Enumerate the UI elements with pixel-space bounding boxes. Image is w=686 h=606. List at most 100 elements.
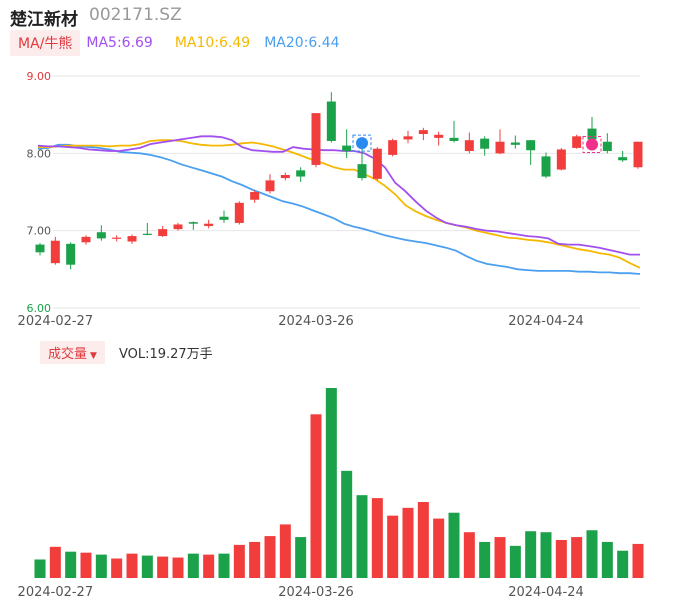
candle-body [357,164,367,179]
bear-icon [352,134,372,152]
candle-body [342,145,352,152]
volume-bar [325,388,337,578]
volume-bar [494,537,506,578]
candle-body [587,128,597,140]
volume-bar [540,532,552,578]
volume-bar [387,515,399,578]
signal-markers [352,134,602,154]
volume-bar [279,524,291,578]
candle-body [464,140,474,152]
volume-bar [172,557,184,578]
date-tick-label: 2024-04-24 [508,314,584,329]
candle-body [219,216,229,220]
volume-bar [310,414,322,578]
ma-indicator-button[interactable]: MA/牛熊 [10,29,81,56]
volume-bar [433,518,445,578]
ma20-line [37,143,641,275]
candle-body [96,232,106,239]
date-tick-label: 2024-02-27 [18,585,94,600]
candle-body [449,137,459,141]
ma20-legend: MA20:6.44 [264,34,340,51]
candle-body [35,244,45,253]
price-grid [53,75,640,309]
candle-body [66,243,76,265]
chart-axes: 9.008.007.006.002024-02-272024-02-272024… [18,70,584,600]
volume-bar [264,536,276,578]
volume-bar [111,558,123,578]
volume-bar [632,543,644,578]
volume-bar [448,512,460,578]
candle-body [112,237,122,239]
stock-code: 002171.SZ [89,5,182,25]
volume-indicator-dropdown[interactable]: 成交量 ▼ [40,340,105,364]
candle-body [434,134,444,138]
candle-body [526,140,536,151]
candle-body [403,136,413,140]
volume-bar [571,537,583,578]
bull-icon [582,136,602,154]
price-tick-label: 7.00 [27,225,52,238]
marker-frame [352,134,372,152]
ma10-line [38,139,641,269]
volume-bar [371,498,383,578]
volume-bar [586,530,598,578]
ma5-line [37,135,640,256]
volume-bar [34,559,46,578]
price-tick-label: 8.00 [27,147,52,160]
volume-bar [203,554,215,578]
candle-body [372,148,382,179]
volume-bar [141,555,153,578]
candle-body [250,192,260,200]
volume-bar [417,502,429,578]
candle-body [280,174,290,179]
volume-bar [509,545,521,578]
price-tick-label: 9.00 [27,70,52,83]
volume-bar [525,531,537,578]
volume-bar [601,541,613,578]
volume-bar [341,470,353,578]
moving-average-lines [37,135,641,275]
volume-bar [126,553,138,578]
candle-body [50,240,60,264]
candle-body [495,141,505,154]
candle-body [311,113,321,165]
volume-bar [49,546,61,578]
volume-bar [555,540,567,578]
candle-body [234,202,244,223]
volume-bar [479,541,491,578]
candle-body [81,236,91,243]
volume-bar [402,507,414,578]
candle-body [326,101,336,141]
candle-body [296,170,306,177]
volume-bar [65,551,77,578]
stock-name: 楚江新材 [10,10,78,30]
volume-bar [157,556,169,578]
date-tick-label: 2024-04-24 [508,585,584,600]
ma-legend: MA/牛熊 MA5:6.69 MA10:6.49 MA20:6.44 [10,29,340,56]
marker-dot [586,138,598,151]
date-tick-label: 2024-03-26 [278,585,354,600]
date-tick-label: 2024-02-27 [18,314,94,329]
volume-legend: 成交量 ▼ VOL:19.27万手 [40,340,213,364]
ma10-legend: MA10:6.49 [174,34,251,51]
candle-body [510,142,520,145]
candle-body [418,130,428,134]
volume-bar [295,537,307,578]
candle-body [127,236,137,242]
candle-body [602,141,612,152]
volume-bar [218,553,230,578]
volume-bar [95,554,107,578]
volume-bar [617,550,629,578]
caret-down-icon: ▼ [90,350,97,361]
volume-bar [80,552,92,578]
volume-bar [233,544,245,578]
candle-body [541,156,551,177]
ma5-legend: MA5:6.69 [86,34,153,51]
candle-body [188,222,198,224]
price-tick-label: 6.00 [27,302,52,315]
volume-bar [249,541,261,578]
marker-frame [582,136,602,154]
candle-body [388,140,398,155]
candle-body [556,149,566,170]
